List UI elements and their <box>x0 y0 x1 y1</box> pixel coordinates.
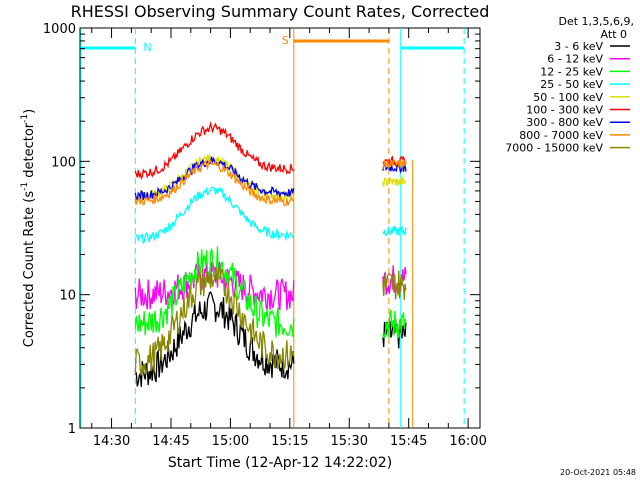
plot-border <box>79 27 481 429</box>
x-tick-label: 15:45 <box>390 434 427 449</box>
series-line-a <box>134 186 294 245</box>
y-tick-label: 1000 <box>43 22 76 37</box>
y-axis-label: Corrected Count Rate (s-1 detector-1) <box>20 109 37 347</box>
x-axis-ticks: 14:30 14:45 15:00 15:15 15:30 15:45 16:00 <box>91 28 487 449</box>
legend-entry-label: 3 - 6 keV <box>554 40 603 53</box>
series-800-7000-kev <box>134 159 407 207</box>
legend-entry-label: 25 - 50 keV <box>540 78 603 91</box>
series-line-a <box>134 121 295 180</box>
series-25-50-kev <box>134 186 407 245</box>
night-flag-label: N <box>143 41 151 54</box>
series-line-a <box>134 266 295 376</box>
series-line-b <box>382 309 407 339</box>
series-7000-15000-kev <box>134 266 407 376</box>
legend-entry-label: 800 - 7000 keV <box>519 129 603 142</box>
y-tick-label: 10 <box>59 289 76 304</box>
y-axis-label-end: ) <box>22 109 37 114</box>
x-tick-label: 15:00 <box>212 434 249 449</box>
y-tick-label: 1 <box>68 422 76 437</box>
legend-header-line2: Att 0 <box>601 28 627 41</box>
series-layer <box>134 121 407 388</box>
series-line-a <box>134 260 295 311</box>
saa-flag-label: S <box>282 34 289 47</box>
series-100-300-kev <box>134 121 407 180</box>
y-tick-label: 100 <box>51 155 76 170</box>
series-300-800-kev <box>134 156 407 202</box>
legend-entry-label: 300 - 800 keV <box>526 116 603 129</box>
x-tick-label: 14:45 <box>152 434 189 449</box>
y-axis-label-main: Corrected Count Rate (s <box>22 191 37 348</box>
plot-area <box>79 27 481 429</box>
series-line-b <box>382 159 407 171</box>
series-line-a <box>134 159 294 207</box>
y-axis-ticks: 1 10 100 1000 <box>43 22 480 437</box>
x-axis-label: Start Time (12-Apr-12 14:22:02) <box>168 455 392 471</box>
series-line-a <box>134 291 295 388</box>
timestamp-footer: 20-Oct-2021 05:48 <box>560 468 636 477</box>
legend-header-line1: Det 1,3,5,6,9, <box>558 15 634 28</box>
legend-entry-label: 50 - 100 keV <box>533 91 603 104</box>
x-tick-label: 16:00 <box>449 434 486 449</box>
legend-entry-label: 6 - 12 keV <box>547 53 603 66</box>
series-line-b <box>382 175 407 187</box>
chart-title: RHESSI Observing Summary Count Rates, Co… <box>71 2 490 21</box>
observing-flags: NS <box>80 28 465 428</box>
x-tick-label: 15:30 <box>331 434 368 449</box>
legend-entry-label: 12 - 25 keV <box>540 65 603 78</box>
y-axis-label-mid: detector <box>22 122 37 182</box>
y-axis-label-sup1: -1 <box>20 182 30 191</box>
series-line-b <box>382 224 407 237</box>
legend-entry-label: 100 - 300 keV <box>526 104 603 117</box>
legend-entry-label: 7000 - 15000 keV <box>505 142 603 155</box>
series-line-b <box>382 270 407 301</box>
y-axis-label-sup2: -1 <box>20 114 30 123</box>
series-line-b <box>382 155 407 167</box>
x-tick-label: 15:15 <box>271 434 308 449</box>
x-tick-label: 14:30 <box>93 434 130 449</box>
